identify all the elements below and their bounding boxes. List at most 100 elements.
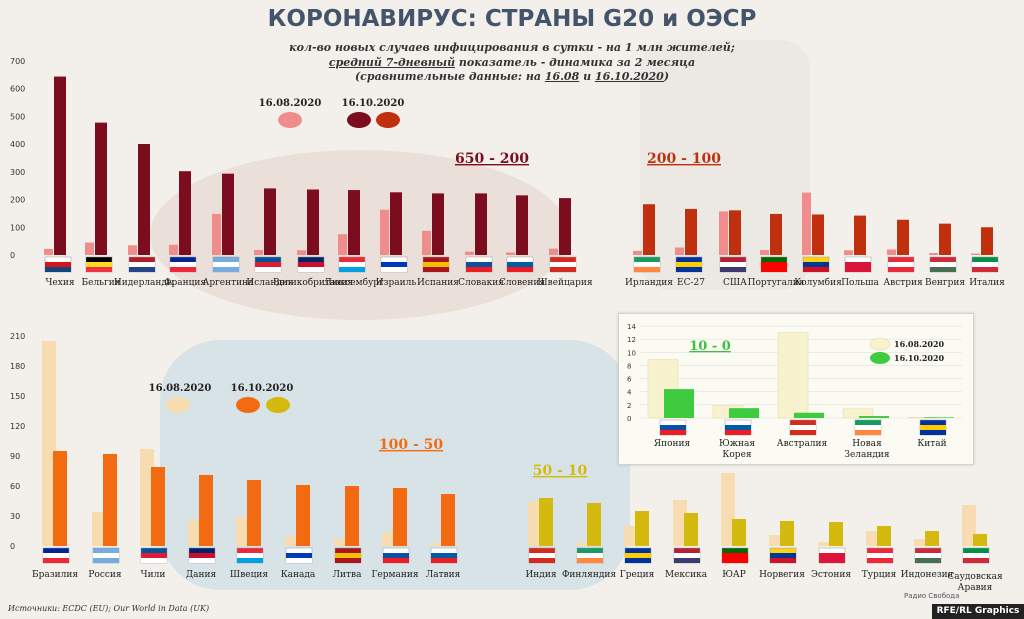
bar-aug-top bbox=[719, 211, 728, 255]
category-label-top: Ирландия bbox=[625, 278, 673, 288]
bar-aug-top bbox=[844, 250, 853, 255]
category-label-inset: Новая bbox=[852, 439, 882, 449]
flag-icon bbox=[128, 256, 156, 273]
category-label-bottom: Эстония bbox=[811, 570, 851, 580]
bar-oct-top bbox=[475, 193, 487, 255]
bar-oct-bottom bbox=[684, 513, 698, 546]
bar-oct-top bbox=[95, 122, 107, 255]
group-label-inset: 10 - 0 bbox=[689, 339, 731, 354]
category-label-bottom: Чили bbox=[141, 570, 166, 580]
bar-oct-bottom bbox=[925, 531, 939, 546]
group-label-bottom-1: 100 - 50 bbox=[379, 437, 444, 453]
subtitle-date-2: 16.10.2020 bbox=[594, 70, 664, 83]
flag-icon bbox=[866, 547, 894, 564]
y-tick-bottom: 210 bbox=[10, 332, 25, 341]
bar-oct-bottom bbox=[441, 494, 455, 546]
bar-oct-inset bbox=[664, 389, 694, 418]
bar-aug-bottom bbox=[769, 535, 783, 546]
bar-oct-top bbox=[854, 215, 866, 255]
bar-oct-bottom bbox=[345, 486, 359, 546]
bar-oct-top bbox=[770, 213, 782, 255]
bar-aug-bottom bbox=[382, 532, 396, 546]
y-tick-bottom: 60 bbox=[10, 482, 20, 491]
category-label-top: Аргентина bbox=[203, 278, 255, 288]
category-label-top: ЕС-27 bbox=[677, 278, 705, 288]
category-label-bottom-cont: Аравия bbox=[958, 583, 993, 593]
flag-icon bbox=[42, 547, 70, 564]
bar-oct-bottom bbox=[151, 467, 165, 546]
bar-aug-top bbox=[297, 250, 306, 255]
flag-icon bbox=[338, 256, 366, 273]
subtitle-line-1: кол-во новых случаев инфицирования в сут… bbox=[289, 41, 735, 54]
page-title: КОРОНАВИРУС: СТРАНЫ G20 и ОЭСР bbox=[267, 6, 757, 32]
legend-date-oct-bottom: 16.10.2020 bbox=[231, 383, 294, 394]
y-tick-inset: 2 bbox=[627, 402, 631, 410]
category-label-inset-cont: Зеландия bbox=[844, 450, 890, 460]
category-label-bottom: Норвегия bbox=[759, 570, 805, 580]
category-label-top: Польша bbox=[841, 278, 879, 288]
bar-aug-top bbox=[85, 242, 94, 255]
category-label-top: Португалия bbox=[748, 278, 805, 288]
category-label-top: Италия bbox=[969, 278, 1005, 288]
category-label-bottom: Мексика bbox=[665, 570, 708, 580]
flag-icon bbox=[802, 256, 830, 273]
subtitle-rest: показатель - динамика за 2 месяца bbox=[455, 56, 696, 69]
category-label-bottom: Бразилия bbox=[32, 570, 78, 580]
flag-icon bbox=[760, 256, 788, 273]
y-tick-inset: 6 bbox=[627, 376, 632, 384]
bar-oct-top bbox=[179, 171, 191, 255]
y-tick-top: 400 bbox=[10, 140, 25, 149]
category-label-top: Чехия bbox=[45, 278, 74, 288]
bar-aug-bottom bbox=[140, 449, 154, 546]
flag-icon bbox=[719, 256, 747, 273]
category-label-bottom: Финляндия bbox=[562, 570, 616, 580]
flag-icon bbox=[962, 547, 990, 564]
category-label-inset: Южная bbox=[719, 439, 755, 449]
category-label-bottom: Индонезия bbox=[901, 570, 954, 580]
category-label-bottom: Индия bbox=[525, 570, 556, 580]
bar-aug-inset bbox=[842, 408, 874, 419]
flag-icon bbox=[169, 256, 197, 273]
legend-swatch-aug-inset bbox=[869, 337, 891, 351]
category-label-top: США bbox=[723, 278, 747, 288]
category-label-top: Израиль bbox=[376, 278, 417, 288]
flag-icon bbox=[929, 256, 957, 273]
bar-oct-bottom bbox=[393, 488, 407, 546]
legend-swatch-oct-bottom-a bbox=[236, 397, 260, 413]
category-label-top: Люксембург bbox=[324, 277, 384, 288]
flag-icon bbox=[854, 419, 882, 436]
bar-aug-top bbox=[760, 250, 769, 255]
flag-icon bbox=[506, 256, 534, 273]
category-label-bottom: Швеция bbox=[230, 570, 268, 580]
bar-aug-bottom bbox=[624, 526, 638, 546]
bar-oct-top bbox=[897, 219, 909, 255]
flag-icon bbox=[382, 547, 410, 564]
bar-aug-bottom bbox=[576, 543, 590, 546]
category-label-bottom: Греция bbox=[620, 570, 655, 580]
bar-aug-top bbox=[887, 249, 896, 255]
bar-oct-top bbox=[390, 192, 402, 255]
category-label-inset-cont: Корея bbox=[722, 450, 751, 460]
bar-oct-bottom bbox=[53, 451, 67, 546]
flag-icon bbox=[624, 547, 652, 564]
subtitle-part-a: (сравнительные данные: на bbox=[354, 70, 545, 83]
category-label-bottom: Турция bbox=[862, 570, 897, 580]
flag-icon bbox=[724, 419, 752, 436]
subtitle-line-3: (сравнительные данные: на 16.08 и 16.10.… bbox=[0, 70, 1024, 83]
y-tick-inset: 14 bbox=[627, 323, 636, 331]
category-label-bottom: Латвия bbox=[426, 570, 461, 580]
category-label-top: Колумбия bbox=[794, 277, 842, 288]
flag-icon bbox=[528, 547, 556, 564]
flag-icon bbox=[422, 256, 450, 273]
bar-aug-bottom bbox=[866, 531, 880, 546]
bar-oct-bottom bbox=[635, 511, 649, 546]
category-label-bottom: Литва bbox=[333, 570, 363, 580]
category-label-top: Словения bbox=[499, 278, 545, 288]
legend-swatch-aug-top bbox=[278, 112, 302, 128]
bar-aug-bottom bbox=[673, 500, 687, 546]
legend-date-aug-top: 16.08.2020 bbox=[259, 98, 322, 109]
bar-aug-top bbox=[338, 234, 347, 255]
bar-aug-bottom bbox=[236, 517, 250, 546]
category-label-bottom: ЮАР bbox=[722, 570, 746, 580]
y-tick-top: 0 bbox=[10, 251, 15, 260]
